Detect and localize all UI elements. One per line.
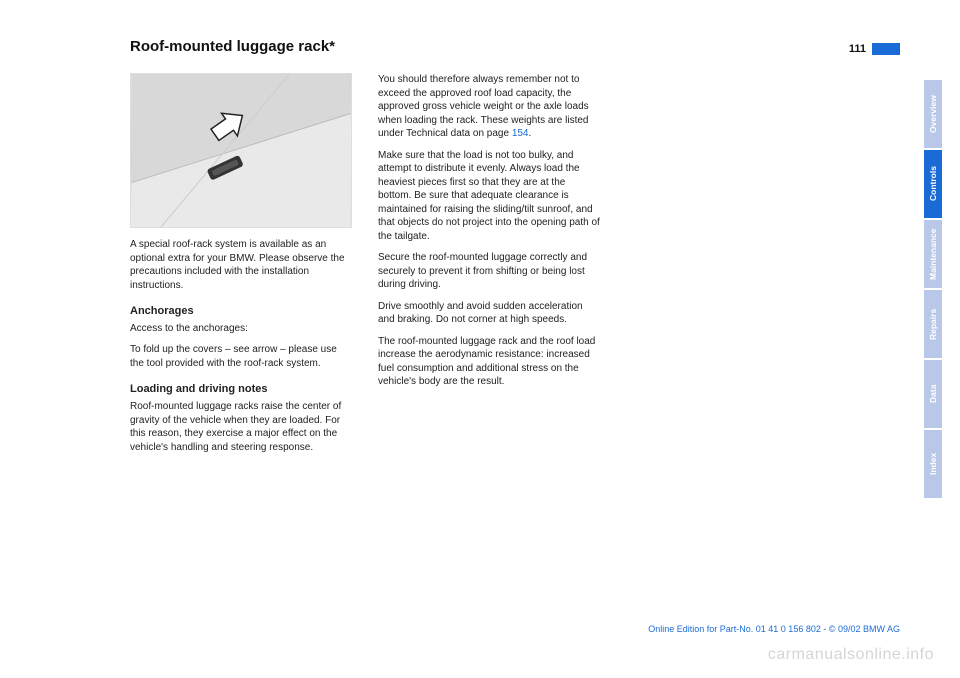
col1-para3: To fold up the covers – see arrow – plea…	[130, 343, 352, 370]
col2-para4: Drive smoothly and avoid sudden accelera…	[378, 300, 600, 327]
column-2: You should therefore always remember not…	[378, 73, 600, 462]
col2-para1b: .	[529, 128, 532, 139]
col2-para1a: You should therefore always remember not…	[378, 74, 589, 139]
tab-repairs[interactable]: Repairs	[924, 290, 942, 358]
page-title: Roof-mounted luggage rack*	[130, 38, 335, 55]
column-1: A special roof-rack system is available …	[130, 73, 352, 462]
page-number-block: 111	[849, 43, 900, 55]
tab-maintenance[interactable]: Maintenance	[924, 220, 942, 288]
illustration-svg	[131, 74, 351, 227]
col1-heading-anchorages: Anchorages	[130, 304, 352, 319]
tab-controls[interactable]: Controls	[924, 150, 942, 218]
page-number-bar	[872, 43, 900, 55]
col1-para1: A special roof-rack system is available …	[130, 238, 352, 292]
col2-para5: The roof-mounted luggage rack and the ro…	[378, 335, 600, 389]
roof-anchorage-illustration	[130, 73, 352, 228]
watermark: carmanualsonline.info	[768, 646, 934, 664]
col2-para2: Make sure that the load is not too bulky…	[378, 149, 600, 244]
col1-para4: Roof-mounted luggage racks raise the cen…	[130, 400, 352, 454]
side-tabs: Overview Controls Maintenance Repairs Da…	[924, 80, 942, 498]
tab-data[interactable]: Data	[924, 360, 942, 428]
tab-index[interactable]: Index	[924, 430, 942, 498]
col1-para2: Access to the anchorages:	[130, 322, 352, 336]
page-ref-154: 154	[512, 128, 529, 139]
col2-para3: Secure the roof-mounted luggage correctl…	[378, 251, 600, 292]
col1-heading-loading: Loading and driving notes	[130, 382, 352, 397]
tab-overview[interactable]: Overview	[924, 80, 942, 148]
footer-edition-line: Online Edition for Part-No. 01 41 0 156 …	[648, 624, 900, 634]
page-number: 111	[849, 43, 866, 55]
col2-para1: You should therefore always remember not…	[378, 73, 600, 141]
